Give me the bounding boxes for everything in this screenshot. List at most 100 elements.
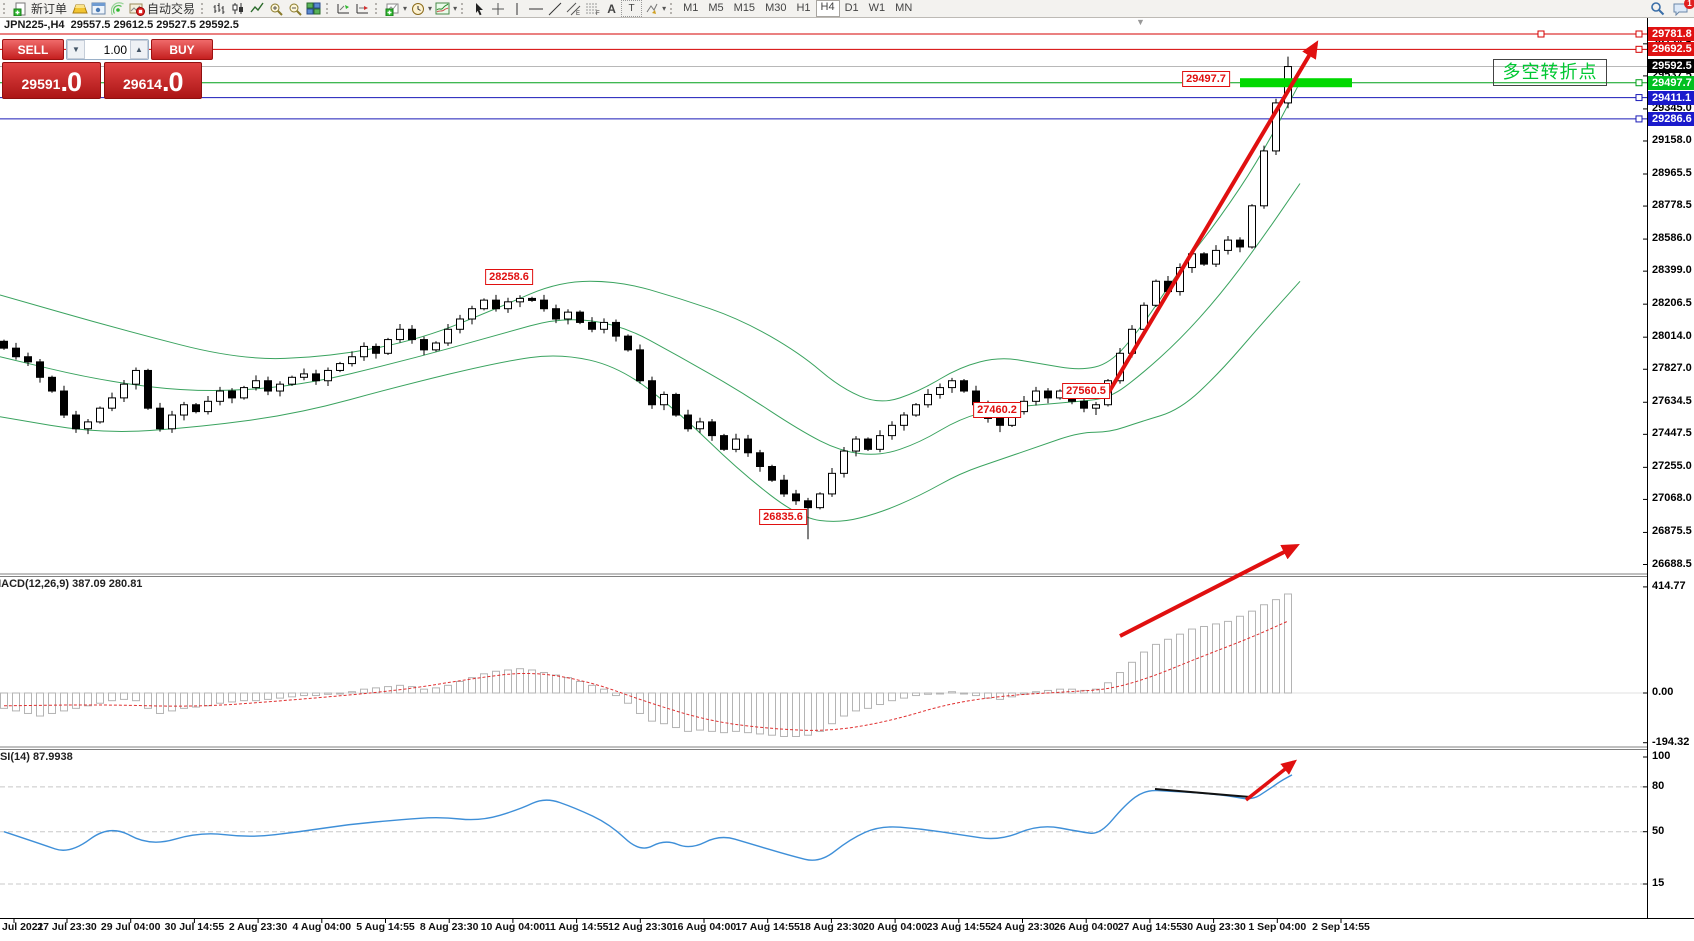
one-click-collapse-icon[interactable]: ▼ xyxy=(1136,17,1145,27)
vertical-line-icon[interactable] xyxy=(507,1,526,16)
toolbar-grip xyxy=(375,3,380,14)
profile-icon[interactable] xyxy=(89,1,108,16)
time-axis-label: 16 Aug 04:00 xyxy=(671,921,737,933)
indicators-dropdown-icon[interactable]: ▾ xyxy=(403,4,408,13)
timeframe-button-h1[interactable]: H1 xyxy=(796,2,811,14)
auto-trading-button[interactable]: 自动交易 xyxy=(147,2,196,16)
price-axis-tick: 29345.0 xyxy=(1652,101,1692,114)
time-axis-label: Jul 2021 xyxy=(2,921,44,933)
zoom-out-icon[interactable] xyxy=(285,1,304,16)
price-axis-tick: 29158.0 xyxy=(1652,133,1692,146)
candlestick-chart-icon[interactable] xyxy=(228,1,247,16)
time-axis-label: 26 Aug 04:00 xyxy=(1053,921,1119,933)
time-axis-label: 5 Aug 14:55 xyxy=(356,921,415,933)
timeframe-button-m5[interactable]: M5 xyxy=(708,2,724,14)
signals-icon[interactable] xyxy=(108,1,127,16)
timeframe-button-mn[interactable]: MN xyxy=(895,2,913,14)
price-level-label: 29497.7 xyxy=(1648,75,1694,90)
price-axis-tick: 27255.0 xyxy=(1652,460,1692,473)
time-axis-label: 2 Aug 23:30 xyxy=(228,921,288,933)
crosshair-icon[interactable] xyxy=(488,1,507,16)
sell-price-frac: .0 xyxy=(60,67,82,97)
price-level-label: 29286.6 xyxy=(1648,111,1694,126)
templates-dropdown-icon[interactable]: ▾ xyxy=(453,4,458,13)
timeframe-button-h4[interactable]: H4 xyxy=(815,0,840,17)
turning-point-annotation[interactable]: 多空转折点 xyxy=(1493,59,1607,86)
buy-button[interactable]: BUY xyxy=(151,39,213,60)
price-flag-annotation: 26835.6 xyxy=(759,509,807,525)
price-flag-annotation: 28258.6 xyxy=(485,269,533,285)
rsi-axis-label: 50 xyxy=(1652,824,1665,837)
buy-price: 29614 xyxy=(123,76,162,92)
text-label-tool-icon[interactable]: T xyxy=(621,0,643,17)
price-axis-tick: 27827.0 xyxy=(1652,362,1692,375)
price-level-label: 29781.8 xyxy=(1648,27,1694,41)
templates-icon[interactable] xyxy=(433,1,452,16)
time-axis-label: 18 Aug 23:30 xyxy=(799,921,864,933)
search-icon[interactable] xyxy=(1648,1,1667,16)
equidistant-channel-icon[interactable]: E xyxy=(564,1,583,16)
line-chart-icon[interactable] xyxy=(247,1,266,16)
one-click-trade-panel: SELL ▼ ▲ BUY 29591.0 29614.0 xyxy=(2,39,213,99)
volume-increase-button[interactable]: ▲ xyxy=(130,40,148,59)
volume-decrease-button[interactable]: ▼ xyxy=(67,40,85,59)
price-level-label: 29592.5 xyxy=(1648,59,1694,74)
sell-price-box[interactable]: 29591.0 xyxy=(2,62,101,99)
sell-button[interactable]: SELL xyxy=(2,39,64,60)
chart-shift-icon[interactable] xyxy=(353,1,372,16)
price-axis-tick: 28586.0 xyxy=(1652,232,1692,245)
trend-line-icon[interactable] xyxy=(545,1,564,16)
bar-chart-icon[interactable] xyxy=(209,1,228,16)
time-axis-label: 20 Aug 04:00 xyxy=(862,921,928,933)
time-axis-label: 10 Aug 04:00 xyxy=(480,921,546,933)
arrows-shapes-icon[interactable] xyxy=(642,1,661,16)
macd-axis-label: -194.32 xyxy=(1652,735,1690,748)
auto-trading-icon[interactable] xyxy=(127,1,146,16)
indicators-icon[interactable] xyxy=(383,1,402,16)
horizontal-line-icon[interactable] xyxy=(526,1,545,16)
fibonacci-icon[interactable]: F xyxy=(583,1,602,16)
time-axis-label: 8 Aug 23:30 xyxy=(419,921,479,933)
text-tool-icon[interactable]: A xyxy=(607,1,616,16)
price-axis-tick: 28965.5 xyxy=(1652,166,1692,179)
periods-clock-icon[interactable] xyxy=(408,1,427,16)
price-axis-tick: 28399.0 xyxy=(1652,264,1692,277)
macd-axis-label: 414.77 xyxy=(1652,579,1686,592)
timeframe-button-m1[interactable]: M1 xyxy=(683,2,699,14)
toolbar-grip xyxy=(670,3,675,14)
timeframe-button-m15[interactable]: M15 xyxy=(733,2,756,14)
timeframe-button-m30[interactable]: M30 xyxy=(765,2,787,14)
new-order-icon[interactable] xyxy=(11,1,30,16)
volume-stepper: ▼ ▲ xyxy=(66,39,149,60)
price-axis-tick: 27447.5 xyxy=(1652,427,1692,440)
time-axis-label: 30 Aug 23:30 xyxy=(1181,921,1246,933)
periods-dropdown-icon[interactable]: ▾ xyxy=(428,4,433,13)
price-axis-tick: 27068.0 xyxy=(1652,492,1692,505)
rsi-axis-label: 100 xyxy=(1652,750,1671,762)
macd-indicator-label: MACD(12,26,9) 387.09 280.81 xyxy=(0,578,143,590)
rsi-axis-label: 80 xyxy=(1652,779,1665,792)
notification-badge: 1 xyxy=(1684,0,1694,9)
timeframe-button-d1[interactable]: D1 xyxy=(844,2,859,14)
auto-scroll-icon[interactable] xyxy=(334,1,353,16)
time-axis-label: 12 Aug 23:30 xyxy=(608,921,673,933)
rsi-indicator-label: RSI(14) 87.9938 xyxy=(0,751,73,763)
price-flag-annotation: 29497.7 xyxy=(1182,71,1230,87)
volume-input[interactable] xyxy=(85,40,130,59)
tile-windows-icon[interactable] xyxy=(304,1,323,16)
new-order-button[interactable]: 新订单 xyxy=(31,2,68,16)
price-axis-tick: 26688.5 xyxy=(1652,557,1692,570)
zoom-in-icon[interactable] xyxy=(266,1,285,16)
rsi-axis-label: 15 xyxy=(1652,876,1665,889)
time-axis-label: 2 Sep 14:55 xyxy=(1312,921,1370,933)
shapes-dropdown-icon[interactable]: ▾ xyxy=(662,4,667,13)
chat-icon[interactable]: 1 xyxy=(1671,0,1694,16)
toolbar-grip xyxy=(461,3,466,14)
timeframe-button-w1[interactable]: W1 xyxy=(868,2,886,14)
buy-price-box[interactable]: 29614.0 xyxy=(103,62,202,99)
gold-bar-icon[interactable] xyxy=(70,1,89,16)
time-axis-label: 4 Aug 04:00 xyxy=(292,921,352,933)
cursor-icon[interactable] xyxy=(469,1,488,16)
